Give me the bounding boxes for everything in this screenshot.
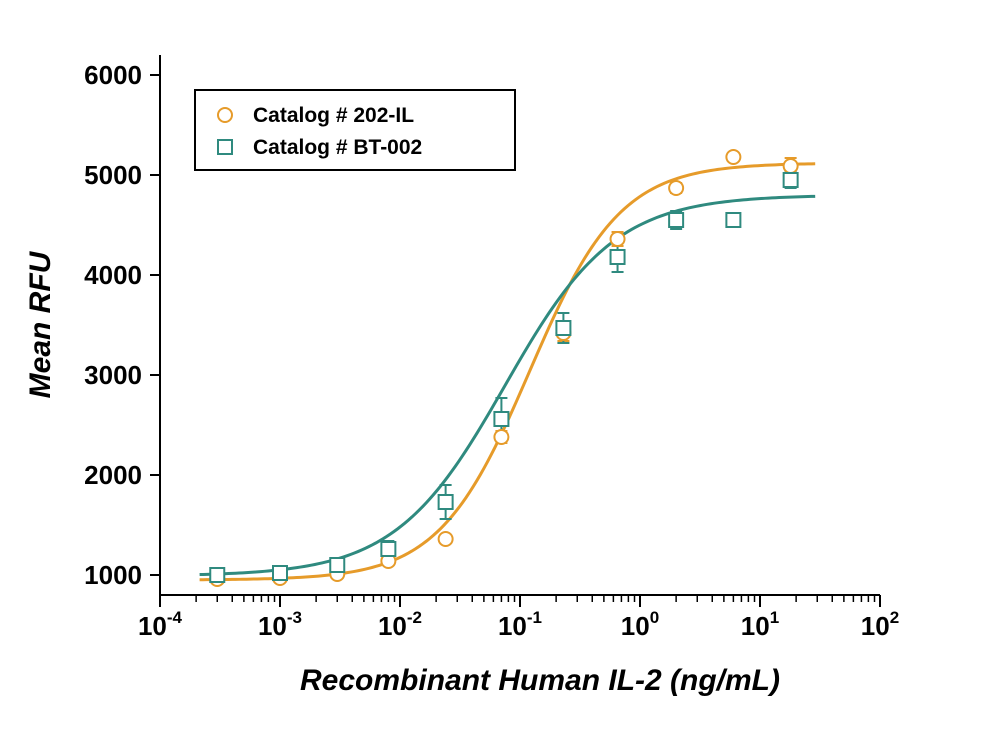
x-tick-label: 10-1 <box>498 608 542 641</box>
y-tick-label: 3000 <box>84 360 142 390</box>
data-point-202-IL <box>726 150 740 164</box>
data-point-BT-002 <box>439 495 453 509</box>
y-tick-label: 6000 <box>84 60 142 90</box>
data-point-202-IL <box>611 232 625 246</box>
data-point-BT-002 <box>381 542 395 556</box>
x-tick-label: 10-3 <box>258 608 302 641</box>
data-point-BT-002 <box>330 558 344 572</box>
legend-label: Catalog # BT-002 <box>253 136 422 159</box>
x-tick-label: 101 <box>741 608 779 641</box>
y-tick-label: 5000 <box>84 160 142 190</box>
fit-curve-BT-002 <box>200 196 816 574</box>
x-tick-label: 10-2 <box>378 608 422 641</box>
data-point-BT-002 <box>210 568 224 582</box>
data-point-BT-002 <box>726 213 740 227</box>
data-point-BT-002 <box>784 173 798 187</box>
data-point-BT-002 <box>273 566 287 580</box>
data-point-BT-002 <box>494 412 508 426</box>
y-axis-title: Mean RFU <box>24 250 57 398</box>
data-point-BT-002 <box>611 250 625 264</box>
x-tick-label: 102 <box>861 608 899 641</box>
data-point-BT-002 <box>556 321 570 335</box>
data-point-BT-002 <box>669 213 683 227</box>
y-tick-label: 1000 <box>84 560 142 590</box>
x-tick-label: 10-4 <box>138 608 183 641</box>
fit-curve-202-IL <box>200 164 816 580</box>
data-point-202-IL <box>494 430 508 444</box>
dose-response-chart: 1000 2000 3000 4000 5000 6000 10-4 10-3 10-2 10-1… <box>0 0 982 755</box>
x-axis-title: Recombinant Human IL-2 (ng/mL) <box>300 664 780 697</box>
y-tick-label: 4000 <box>84 260 142 290</box>
x-tick-label: 100 <box>621 608 659 641</box>
data-point-202-IL <box>439 532 453 546</box>
legend-label: Catalog # 202-IL <box>253 104 414 127</box>
y-tick-label: 2000 <box>84 460 142 490</box>
legend-marker <box>218 140 232 154</box>
data-point-202-IL <box>669 181 683 195</box>
legend-marker <box>218 108 232 122</box>
data-point-202-IL <box>784 159 798 173</box>
